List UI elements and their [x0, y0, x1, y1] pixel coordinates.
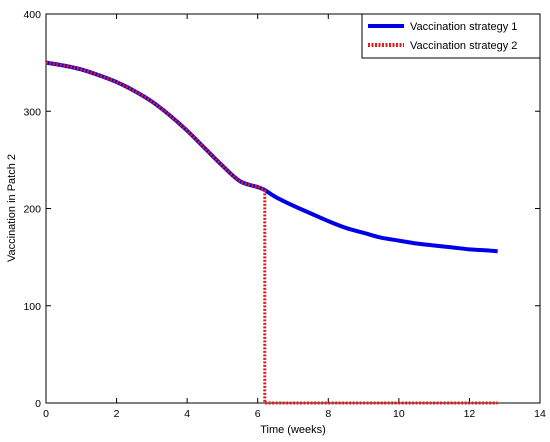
- x-tick-label: 0: [43, 408, 49, 420]
- series-layer: [45, 60, 498, 405]
- legend-box: [361, 13, 541, 59]
- x-tick-label: 6: [255, 408, 261, 420]
- y-axis-label: Vaccination in Patch 2: [6, 154, 18, 262]
- x-tick-label: 8: [325, 408, 331, 420]
- x-tick-label: 10: [393, 408, 405, 420]
- y-tick-label: 100: [23, 301, 41, 313]
- x-tick-label: 4: [184, 408, 190, 420]
- x-axis-label: Time (weeks): [260, 424, 326, 436]
- x-tick-label: 2: [114, 408, 120, 420]
- series-line-strategy-2: [45, 61, 498, 405]
- y-tick-label: 300: [23, 106, 41, 118]
- x-tick-label: 14: [534, 408, 546, 420]
- legend-label-strategy-1: Vaccination strategy 1: [410, 21, 517, 33]
- x-axis: 0 2 4 6 8 10 12 14: [43, 14, 546, 420]
- y-axis: 0 100 200 300 400: [23, 9, 540, 410]
- y-tick-label: 400: [23, 9, 41, 21]
- legend-label-strategy-2: Vaccination strategy 2: [410, 40, 517, 52]
- legend: Vaccination strategy 1 Vaccination strat…: [361, 13, 541, 59]
- y-tick-label: 200: [23, 204, 41, 216]
- plot-area: [45, 13, 541, 404]
- x-tick-label: 12: [464, 408, 476, 420]
- series-line-strategy-1: [45, 60, 498, 254]
- y-tick-label: 0: [35, 398, 41, 410]
